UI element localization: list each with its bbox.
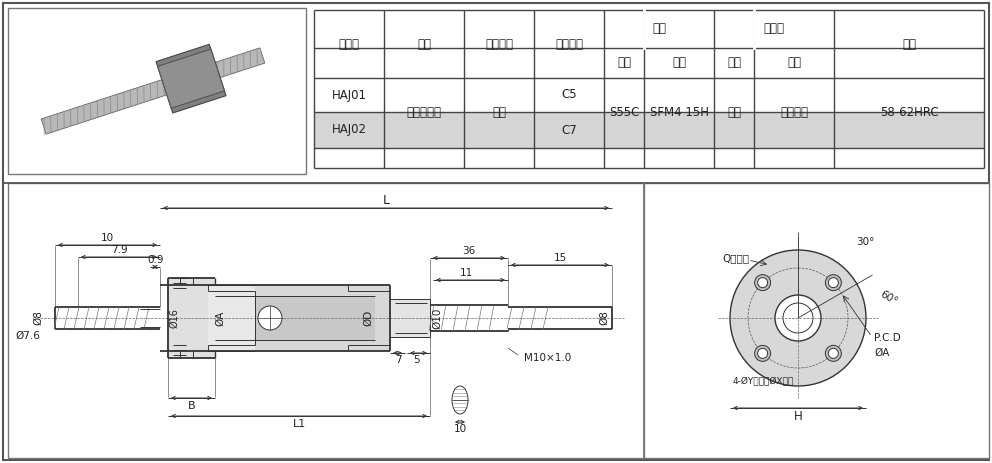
Polygon shape bbox=[158, 49, 224, 108]
Bar bbox=[8, 8, 306, 174]
Circle shape bbox=[258, 306, 282, 330]
Text: 材质: 材质 bbox=[652, 23, 666, 36]
Polygon shape bbox=[156, 44, 226, 113]
Circle shape bbox=[828, 278, 838, 288]
Ellipse shape bbox=[452, 386, 468, 414]
Text: 15: 15 bbox=[554, 253, 566, 263]
Bar bbox=[8, 183, 644, 458]
Circle shape bbox=[755, 275, 771, 291]
Bar bbox=[168, 278, 215, 358]
Text: 10: 10 bbox=[453, 424, 466, 434]
Text: 丝杆: 丝杆 bbox=[727, 56, 741, 69]
Circle shape bbox=[758, 278, 768, 288]
Text: SFM4 15H: SFM4 15H bbox=[650, 106, 708, 119]
Circle shape bbox=[825, 275, 841, 291]
Text: Q油嘴孔: Q油嘴孔 bbox=[722, 253, 750, 263]
Text: L1: L1 bbox=[293, 419, 306, 429]
Circle shape bbox=[755, 345, 771, 361]
Text: M10×1.0: M10×1.0 bbox=[524, 353, 571, 363]
Text: 5: 5 bbox=[414, 355, 421, 365]
Text: 硬度: 硬度 bbox=[902, 38, 916, 50]
Bar bbox=[390, 299, 430, 337]
Text: S55C: S55C bbox=[609, 106, 639, 119]
Text: 渗碳淬火: 渗碳淬火 bbox=[780, 106, 808, 119]
Text: 0.9: 0.9 bbox=[148, 255, 165, 265]
Text: 螺母: 螺母 bbox=[672, 56, 686, 69]
Text: 系列码: 系列码 bbox=[338, 38, 359, 50]
Text: 腰型螺母型: 腰型螺母型 bbox=[407, 106, 441, 119]
Text: 58-62HRC: 58-62HRC bbox=[880, 106, 938, 119]
Bar bbox=[314, 112, 984, 148]
Text: 高频: 高频 bbox=[727, 106, 741, 119]
Text: C5: C5 bbox=[561, 88, 576, 101]
Circle shape bbox=[758, 348, 768, 358]
Circle shape bbox=[783, 303, 813, 333]
Text: Ø7.6: Ø7.6 bbox=[16, 331, 41, 341]
Text: ØA: ØA bbox=[874, 348, 890, 358]
Text: P.C.D: P.C.D bbox=[874, 333, 901, 343]
Text: 7: 7 bbox=[395, 355, 402, 365]
Text: H: H bbox=[794, 409, 803, 423]
Text: 11: 11 bbox=[459, 268, 472, 278]
Text: 4-ØY沉头．ØX通孔: 4-ØY沉头．ØX通孔 bbox=[733, 376, 795, 386]
Text: 60°: 60° bbox=[878, 289, 899, 307]
Text: 30°: 30° bbox=[856, 237, 874, 247]
Text: Ø16: Ø16 bbox=[169, 308, 179, 328]
Text: 热处理: 热处理 bbox=[764, 23, 785, 36]
Polygon shape bbox=[41, 48, 265, 134]
Text: 7.9: 7.9 bbox=[111, 245, 127, 255]
Text: 右旋: 右旋 bbox=[492, 106, 506, 119]
Circle shape bbox=[828, 348, 838, 358]
Circle shape bbox=[825, 345, 841, 361]
Bar bbox=[215, 296, 375, 340]
Text: 精度等级: 精度等级 bbox=[555, 38, 583, 50]
Text: ØD: ØD bbox=[363, 310, 373, 326]
Bar bbox=[208, 285, 255, 351]
Text: Ø10: Ø10 bbox=[432, 307, 442, 329]
Text: HAJ02: HAJ02 bbox=[331, 124, 366, 137]
Text: 螺母: 螺母 bbox=[787, 56, 801, 69]
Text: 丝杆: 丝杆 bbox=[617, 56, 631, 69]
Text: 10: 10 bbox=[101, 233, 114, 243]
Text: B: B bbox=[187, 401, 195, 411]
Text: 类型: 类型 bbox=[417, 38, 431, 50]
Text: 36: 36 bbox=[462, 246, 475, 256]
Text: HAJ01: HAJ01 bbox=[331, 88, 366, 101]
Text: C7: C7 bbox=[561, 124, 577, 137]
Bar bbox=[644, 183, 989, 458]
Text: 螺纹方向: 螺纹方向 bbox=[485, 38, 513, 50]
Text: Ø8: Ø8 bbox=[599, 311, 609, 325]
Text: ØA: ØA bbox=[215, 310, 225, 325]
Circle shape bbox=[775, 295, 821, 341]
Circle shape bbox=[730, 250, 866, 386]
Text: L: L bbox=[383, 194, 390, 207]
Text: Ø8: Ø8 bbox=[33, 311, 43, 325]
Bar bbox=[215, 285, 390, 351]
